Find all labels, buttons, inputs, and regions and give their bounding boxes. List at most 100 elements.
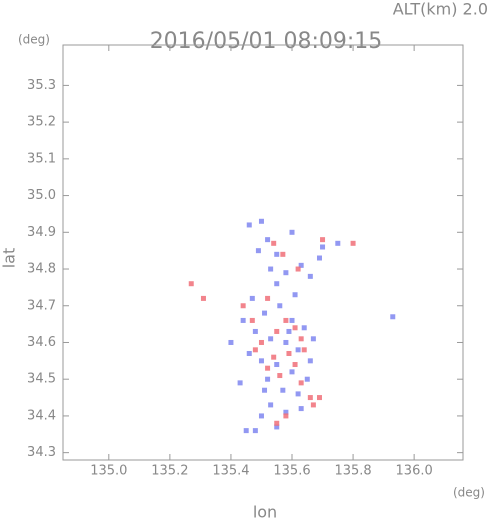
data-point (274, 420, 280, 426)
data-point (286, 328, 292, 334)
data-point (301, 347, 307, 353)
y-axis-label: lat (0, 248, 19, 269)
y-tick-label: 34.9 (27, 225, 56, 240)
data-point (252, 347, 258, 353)
data-point (240, 317, 246, 323)
x-tick-label: 135.6 (273, 464, 310, 479)
y-tick-label: 34.8 (27, 262, 56, 277)
data-point (268, 336, 274, 342)
data-point (283, 409, 289, 415)
data-point (289, 369, 295, 375)
data-point (298, 406, 304, 412)
data-point (310, 336, 316, 342)
data-point (292, 325, 298, 331)
data-point (249, 317, 255, 323)
data-point (240, 303, 246, 309)
data-point (277, 303, 283, 309)
data-point (292, 362, 298, 368)
data-point (390, 314, 396, 320)
y-tick-label: 34.5 (27, 372, 56, 387)
y-tick-label: 35.3 (27, 78, 56, 93)
data-point (262, 310, 268, 316)
data-point (298, 262, 304, 268)
data-point (274, 362, 280, 368)
data-point (243, 428, 249, 434)
data-point (271, 354, 277, 360)
data-point (298, 336, 304, 342)
data-point (188, 281, 194, 287)
data-point (258, 358, 264, 364)
x-tick-label: 135.4 (212, 464, 249, 479)
data-point (316, 255, 322, 261)
x-tick-label: 135.8 (334, 464, 371, 479)
data-point (274, 424, 280, 430)
data-point (252, 328, 258, 334)
x-unit: (deg) (453, 486, 485, 500)
y-tick-label: 34.4 (27, 408, 56, 423)
data-point (255, 248, 261, 254)
data-point (320, 244, 326, 250)
data-point (258, 339, 264, 345)
y-unit: (deg) (18, 33, 50, 47)
data-point (265, 295, 271, 301)
data-point (246, 350, 252, 356)
data-point (289, 229, 295, 235)
y-tick-label: 35.0 (27, 188, 56, 203)
data-point (295, 266, 301, 272)
chart-subtitle: ALT(km) 2.0 (393, 0, 488, 19)
data-point (283, 317, 289, 323)
data-point (316, 395, 322, 401)
data-point (283, 270, 289, 276)
data-point (295, 391, 301, 397)
data-point (292, 292, 298, 298)
x-tick-label: 136.0 (396, 464, 433, 479)
y-tick-label: 34.3 (27, 445, 56, 460)
data-point (289, 317, 295, 323)
plot-frame (62, 44, 464, 461)
data-point (237, 380, 243, 386)
data-point (249, 295, 255, 301)
data-point (265, 237, 271, 243)
data-point (304, 376, 310, 382)
data-point (274, 328, 280, 334)
data-point (307, 273, 313, 279)
data-point (268, 402, 274, 408)
data-point (228, 339, 234, 345)
data-point (252, 428, 258, 434)
y-tick-label: 35.1 (27, 151, 56, 166)
data-point (277, 373, 283, 379)
data-point (301, 325, 307, 331)
data-point (200, 295, 206, 301)
data-point (280, 387, 286, 393)
y-tick-label: 35.2 (27, 115, 56, 130)
y-tick-label: 34.7 (27, 298, 56, 313)
data-point (283, 339, 289, 345)
x-axis-label: lon (253, 503, 277, 521)
data-point (274, 281, 280, 287)
data-point (295, 347, 301, 353)
y-tick-label: 34.6 (27, 335, 56, 350)
data-point (262, 387, 268, 393)
data-point (246, 222, 252, 228)
data-point (268, 266, 274, 272)
data-point (271, 240, 277, 246)
data-point (307, 358, 313, 364)
data-point (274, 251, 280, 257)
data-point (310, 402, 316, 408)
x-tick-label: 135.2 (151, 464, 188, 479)
chart-title: 2016/05/01 08:09:15 (150, 29, 383, 54)
data-point (265, 376, 271, 382)
data-point (320, 237, 326, 243)
data-point (258, 413, 264, 419)
data-point (298, 380, 304, 386)
data-point (283, 413, 289, 419)
data-point (307, 395, 313, 401)
data-point (265, 365, 271, 371)
data-point (258, 218, 264, 224)
data-point (335, 240, 341, 246)
data-point (280, 251, 286, 257)
data-point (350, 240, 356, 246)
x-tick-label: 135.0 (90, 464, 127, 479)
data-point (286, 350, 292, 356)
